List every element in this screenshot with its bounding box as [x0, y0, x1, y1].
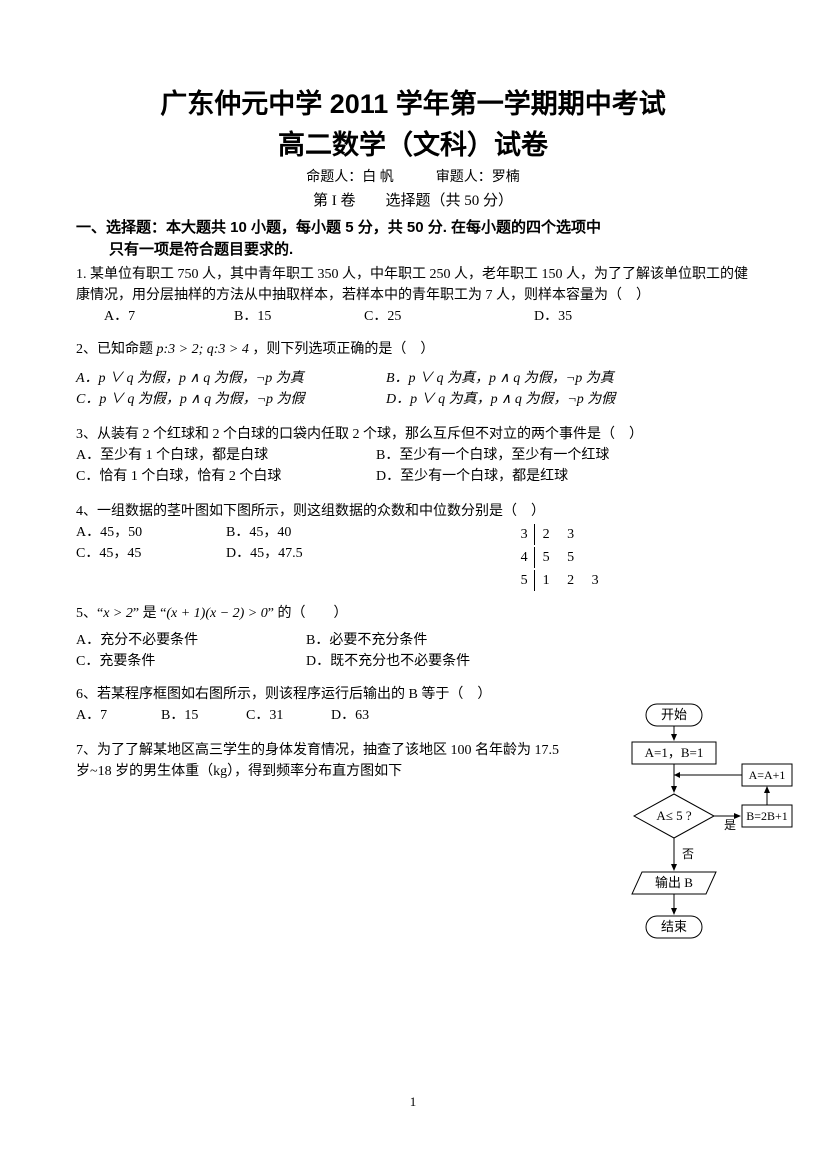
q5-c: ” 是 “: [133, 606, 166, 621]
question-4-text: 4、一组数据的茎叶图如下图所示，则这组数据的众数和中位数分别是（ ）: [76, 501, 750, 522]
leaf-0: 2 3: [537, 524, 605, 545]
authors-line: 命题人：白 帆 审题人：罗楠: [76, 167, 750, 188]
q6-option-c: C．31: [246, 705, 331, 726]
stem-2: 5: [515, 570, 535, 591]
flow-condition: A≤ 5 ?: [656, 808, 692, 823]
flowchart: 开始 A=1，B=1 A≤ 5 ? 是 B=2B+1 A=A+1 否 输出 B …: [604, 702, 794, 982]
q2-text-a: 2、已知命题: [76, 342, 157, 357]
question-2: 2、已知命题 p:3 > 2; q:3 > 4 ，则下列选项正确的是（ ） A．…: [76, 339, 750, 410]
exam-title-line2: 高二数学（文科）试卷: [76, 125, 750, 166]
q4-option-b: B．45，40: [226, 522, 291, 543]
question-1: 1. 某单位有职工 750 人，其中青年职工 350 人，中年职工 250 人，…: [76, 264, 750, 327]
stem-leaf-plot: 32 3 45 5 51 2 3: [513, 522, 607, 593]
q5-b: x > 2: [103, 606, 133, 621]
flow-step-b: B=2B+1: [746, 809, 788, 823]
q5-option-b: B．必要不充分条件: [306, 630, 427, 651]
question-3-text: 3、从装有 2 个红球和 2 个白球的口袋内任取 2 个球，那么互斥但不对立的两…: [76, 424, 750, 445]
section-1-line-b: 只有一项是符合题目要求的.: [109, 239, 750, 262]
flow-no-label: 否: [682, 847, 694, 861]
q3-option-b: B．至少有一个白球，至少有一个红球: [376, 445, 609, 466]
q6-option-a: A．7: [76, 705, 161, 726]
question-4: 4、一组数据的茎叶图如下图所示，则这组数据的众数和中位数分别是（ ） A．45，…: [76, 501, 750, 593]
q2-option-d: D．p ∨ q 为真，p ∧ q 为假，¬p 为假: [386, 389, 615, 410]
q2-option-b: B．p ∨ q 为真，p ∧ q 为假，¬p 为真: [386, 368, 614, 389]
question-6-text: 6、若某程序框图如右图所示，则该程序运行后输出的 B 等于（ ）: [76, 684, 576, 705]
q3-option-c: C．恰有 1 个白球，恰有 2 个白球: [76, 466, 376, 487]
question-2-text: 2、已知命题 p:3 > 2; q:3 > 4 ，则下列选项正确的是（ ）: [76, 339, 750, 360]
question-7-text: 7、为了了解某地区高三学生的身体发育情况，抽查了该地区 100 名年龄为 17.…: [76, 740, 566, 782]
leaf-2: 1 2 3: [537, 570, 605, 591]
q5-option-c: C．充要条件: [76, 651, 306, 672]
stem-0: 3: [515, 524, 535, 545]
q2-option-c: C．p ∨ q 为假，p ∧ q 为假，¬p 为假: [76, 389, 386, 410]
q5-option-d: D．既不充分也不必要条件: [306, 651, 470, 672]
flow-start: 开始: [661, 707, 687, 722]
q1-option-c: C．25: [364, 306, 534, 327]
section-1-line-a: 一、选择题：本大题共 10 小题，每小题 5 分，共 50 分. 在每小题的四个…: [76, 219, 601, 236]
q2-option-a: A．p ∨ q 为假，p ∧ q 为假，¬p 为真: [76, 368, 386, 389]
question-1-text: 1. 某单位有职工 750 人，其中青年职工 350 人，中年职工 250 人，…: [76, 264, 750, 306]
q1-option-b: B．15: [234, 306, 364, 327]
exam-title-line1: 广东仲元中学 2011 学年第一学期期中考试: [76, 84, 750, 125]
flow-end: 结束: [661, 919, 687, 934]
stem-1: 4: [515, 547, 535, 568]
question-6: 6、若某程序框图如右图所示，则该程序运行后输出的 B 等于（ ） A．7 B．1…: [76, 684, 576, 726]
question-5: 5、“x > 2” 是 “(x + 1)(x − 2) > 0” 的（ ） A．…: [76, 603, 576, 672]
leaf-1: 5 5: [537, 547, 605, 568]
q5-option-a: A．充分不必要条件: [76, 630, 306, 651]
question-7: 7、为了了解某地区高三学生的身体发育情况，抽查了该地区 100 名年龄为 17.…: [76, 740, 566, 782]
q6-option-b: B．15: [161, 705, 246, 726]
section-1-heading: 一、选择题：本大题共 10 小题，每小题 5 分，共 50 分. 在每小题的四个…: [76, 217, 750, 262]
part-label: 第 I 卷 选择题（共 50 分）: [76, 190, 750, 213]
q5-d: (x + 1)(x − 2) > 0: [166, 606, 267, 621]
q3-option-a: A．至少有 1 个白球，都是白球: [76, 445, 376, 466]
q2-text-b: p:3 > 2; q:3 > 4: [157, 342, 249, 357]
q4-option-d: D．45，47.5: [226, 543, 303, 564]
flow-step-a: A=A+1: [749, 768, 786, 782]
q6-option-d: D．63: [331, 705, 369, 726]
q1-option-d: D．35: [534, 306, 572, 327]
flow-yes-label: 是: [724, 818, 736, 832]
q5-a: 5、“: [76, 606, 103, 621]
q2-text-c: ，则下列选项正确的是（ ）: [249, 342, 435, 357]
question-5-text: 5、“x > 2” 是 “(x + 1)(x − 2) > 0” 的（ ）: [76, 603, 576, 624]
flow-init: A=1，B=1: [645, 745, 704, 760]
question-3: 3、从装有 2 个红球和 2 个白球的口袋内任取 2 个球，那么互斥但不对立的两…: [76, 424, 750, 487]
q4-option-c: C．45，45: [76, 543, 226, 564]
flow-output: 输出 B: [655, 875, 693, 890]
q1-option-a: A．7: [104, 306, 234, 327]
q3-option-d: D．至少有一个白球，都是红球: [376, 466, 568, 487]
q5-e: ” 的（ ）: [268, 606, 348, 621]
q4-option-a: A．45，50: [76, 522, 226, 543]
page-number: 1: [0, 1092, 826, 1112]
